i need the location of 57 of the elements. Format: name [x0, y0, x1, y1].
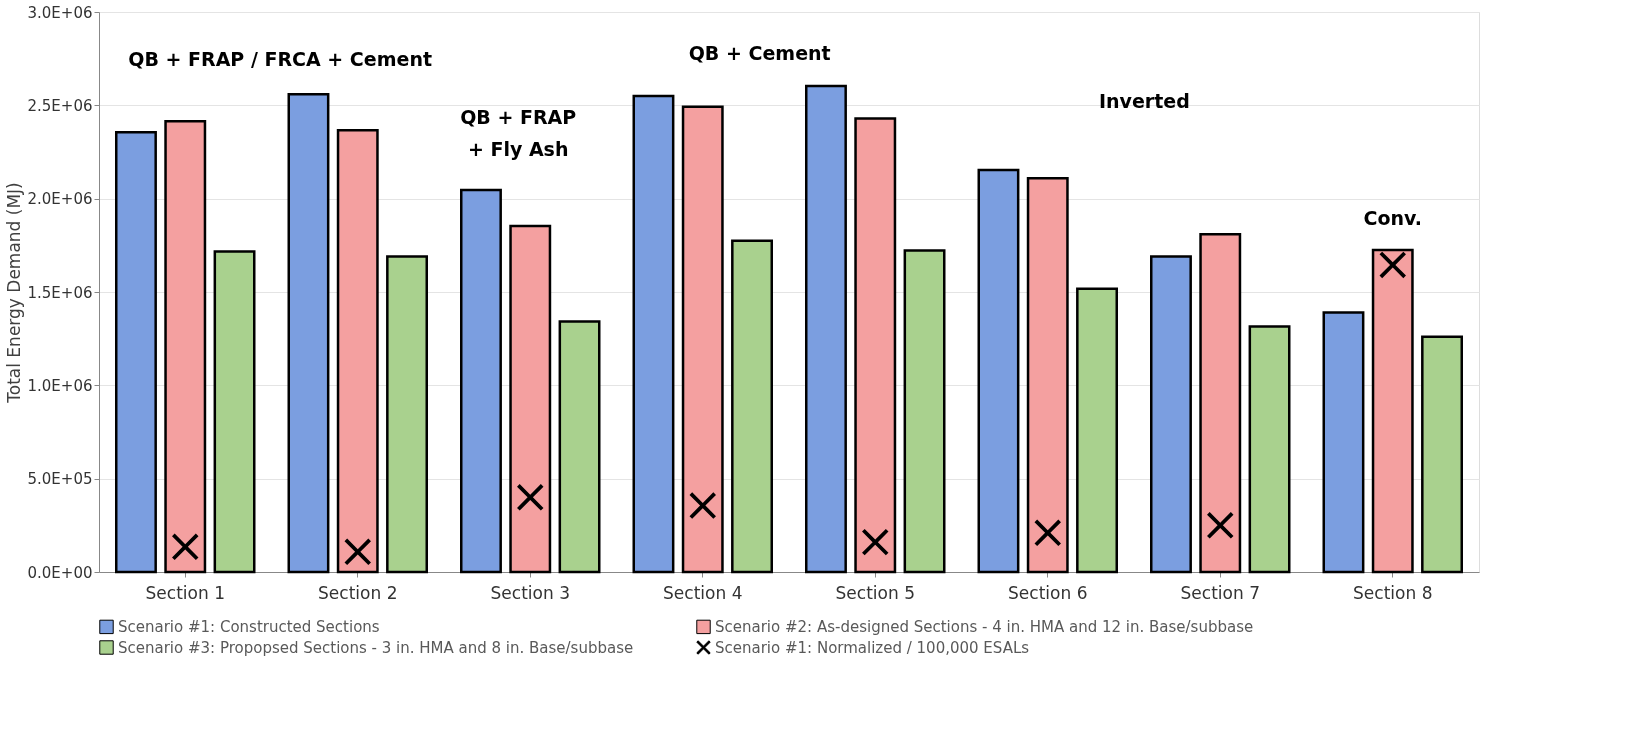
bar [1076, 287, 1118, 574]
bar [558, 320, 601, 574]
bar [287, 92, 330, 574]
y-tick-label: 2.0E+06 [27, 190, 93, 209]
point [862, 528, 889, 556]
annotation: Inverted [1098, 89, 1190, 112]
bar [386, 255, 428, 574]
bar [213, 250, 256, 574]
y-tick-label: 3.0E+06 [27, 3, 93, 22]
legend-label: Scenario #1: Normalized / 100,000 ESALs [715, 638, 1030, 657]
x-tick-label: Section 4 [663, 582, 743, 603]
bar [1026, 176, 1069, 574]
point [172, 533, 199, 561]
bar [977, 168, 1020, 574]
legend-label: Scenario #2: As-designed Sections - 4 in. HMA and 12 in. Base/subbase [715, 617, 1254, 636]
annotation: QB + FRAP / FRCA + Cement [128, 47, 432, 70]
x-tick-label: Section 2 [318, 582, 398, 603]
bar [1199, 232, 1242, 574]
bar [509, 224, 552, 574]
annotation: QB + FRAP + Fly Ash [460, 106, 577, 161]
x-tick-label: Section 5 [835, 582, 915, 603]
y-tick-label: 2.5E+06 [27, 96, 93, 115]
point [1034, 519, 1061, 547]
x-tick-label: Section 1 [145, 582, 225, 603]
bar [681, 105, 724, 574]
point [689, 492, 716, 519]
bar [164, 119, 207, 574]
y-tick-label: 5.0E+05 [27, 470, 93, 489]
bar [731, 239, 773, 574]
bar [1150, 255, 1192, 574]
legend-label: Scenario #1: Constructed Sections [118, 617, 380, 636]
bar [115, 130, 157, 574]
bar [336, 129, 379, 574]
point [1379, 251, 1406, 279]
bar [1421, 335, 1463, 574]
x-tick-label: Section 7 [1180, 582, 1260, 603]
bar [1248, 325, 1291, 574]
x-tick-label: Section 8 [1353, 582, 1433, 603]
bar [854, 117, 897, 574]
x-tick-label: Section 6 [1008, 582, 1088, 603]
y-tick-label: 1.0E+06 [27, 376, 93, 395]
bar [1322, 311, 1365, 574]
point [344, 538, 371, 566]
bar [903, 249, 946, 574]
bar [632, 94, 675, 574]
x-tick-label: Section 3 [490, 582, 570, 603]
legend-label: Scenario #3: Propopsed Sections - 3 in. HMA and 8 in. Base/subbase [118, 638, 634, 657]
bar [460, 188, 502, 574]
bar [1371, 248, 1414, 574]
point [517, 484, 544, 511]
annotation: QB + Cement [688, 42, 831, 64]
annotation: Conv. [1363, 207, 1423, 230]
y-tick-label: 1.5E+06 [27, 283, 93, 302]
point [1207, 512, 1234, 539]
bar [805, 84, 847, 574]
y-tick-label: 0.0E+00 [27, 563, 93, 582]
y-axis-title: Total Energy Demand (MJ) [3, 182, 24, 404]
